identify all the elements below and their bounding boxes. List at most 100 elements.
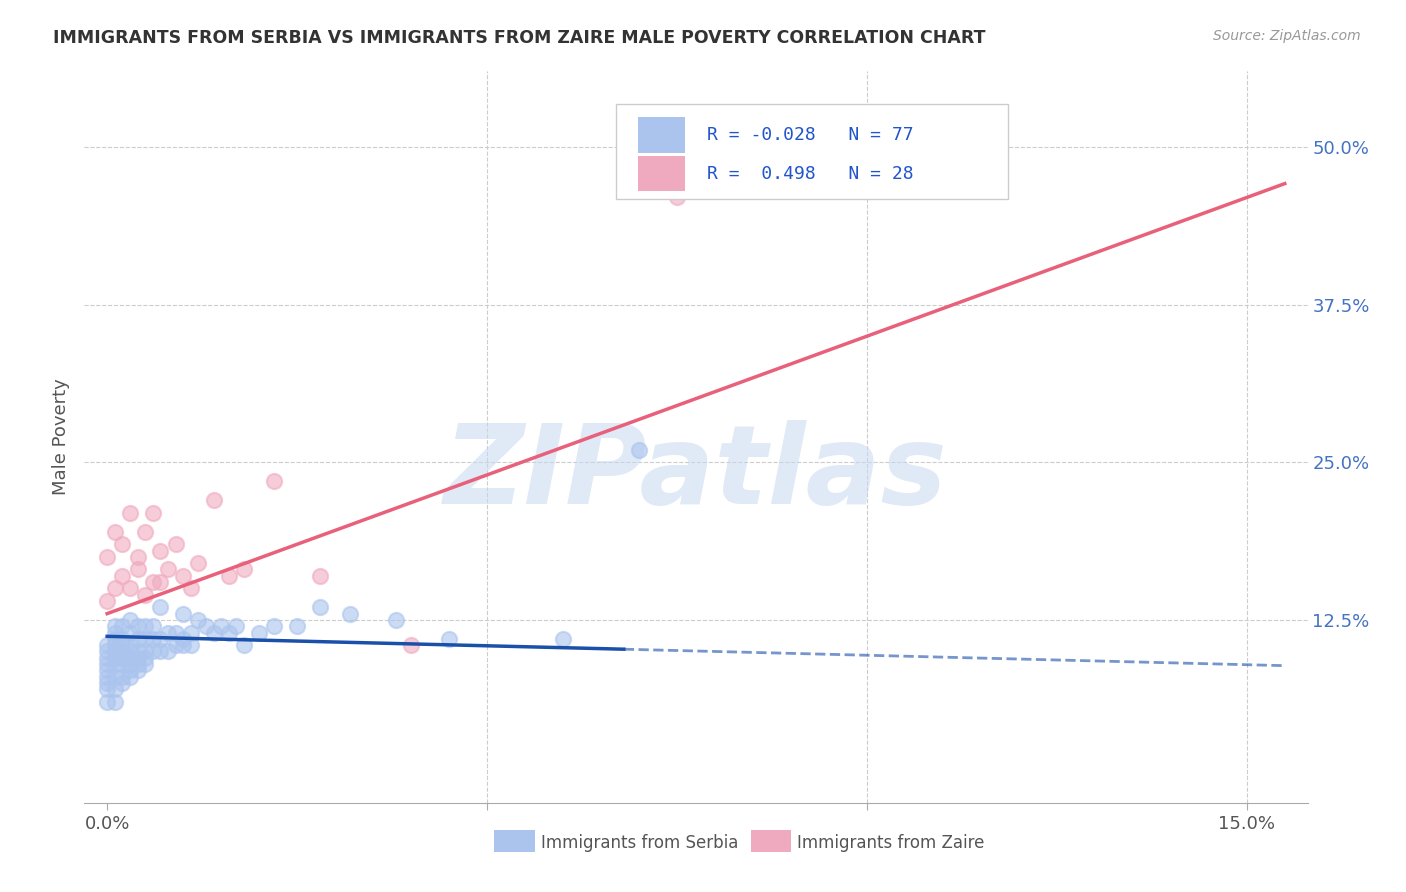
Point (149, 600, 172, 615)
Point (172, 607, 194, 621)
Point (165, 638, 187, 652)
Y-axis label: Male Poverty: Male Poverty (52, 379, 70, 495)
Point (399, 638, 422, 652)
Point (111, 676, 134, 690)
Point (172, 632, 194, 646)
Point (202, 493, 225, 508)
Point (142, 506, 165, 520)
Point (104, 524, 127, 539)
Point (156, 644, 179, 658)
FancyBboxPatch shape (616, 104, 1008, 200)
Point (96, 670, 118, 684)
Point (218, 625, 240, 640)
Point (187, 556, 209, 570)
Point (104, 638, 127, 652)
Point (96, 657, 118, 671)
Point (118, 638, 141, 652)
Point (149, 575, 172, 590)
Point (96, 664, 118, 678)
Point (104, 644, 127, 658)
Point (142, 575, 165, 590)
Point (96, 644, 118, 658)
Point (437, 632, 460, 646)
Point (285, 619, 308, 633)
Point (111, 650, 134, 665)
Point (111, 657, 134, 671)
Point (134, 644, 156, 658)
Point (247, 625, 270, 640)
Point (96, 695, 118, 709)
Point (134, 632, 156, 646)
Point (96, 638, 118, 652)
FancyBboxPatch shape (751, 830, 792, 852)
Point (127, 619, 149, 633)
Point (118, 613, 141, 627)
Point (134, 524, 156, 539)
Point (104, 625, 127, 640)
Point (104, 670, 127, 684)
Point (134, 650, 156, 665)
Text: Immigrants from Zaire: Immigrants from Zaire (797, 834, 984, 852)
Point (111, 619, 134, 633)
Point (118, 582, 141, 596)
Point (118, 670, 141, 684)
Point (134, 588, 156, 602)
Point (104, 695, 127, 709)
Point (111, 569, 134, 583)
Point (96, 676, 118, 690)
Point (118, 644, 141, 658)
Point (156, 625, 179, 640)
Point (309, 569, 332, 583)
Point (218, 569, 240, 583)
Point (202, 625, 225, 640)
Point (127, 644, 149, 658)
Point (134, 657, 156, 671)
Point (104, 632, 127, 646)
Point (118, 625, 141, 640)
Point (96, 650, 118, 665)
Point (127, 650, 149, 665)
Point (309, 600, 332, 615)
Point (665, 190, 688, 204)
Point (104, 619, 127, 633)
Point (118, 664, 141, 678)
Point (551, 632, 574, 646)
Point (180, 638, 202, 652)
Point (172, 638, 194, 652)
FancyBboxPatch shape (638, 156, 685, 191)
Text: R =  0.498   N = 28: R = 0.498 N = 28 (707, 165, 914, 183)
Point (111, 670, 134, 684)
Point (104, 582, 127, 596)
Point (127, 664, 149, 678)
Point (118, 506, 141, 520)
Text: IMMIGRANTS FROM SERBIA VS IMMIGRANTS FROM ZAIRE MALE POVERTY CORRELATION CHART: IMMIGRANTS FROM SERBIA VS IMMIGRANTS FRO… (53, 29, 986, 46)
Point (209, 619, 232, 633)
Point (104, 650, 127, 665)
Point (225, 619, 247, 633)
Point (172, 569, 194, 583)
Point (127, 549, 149, 564)
Point (232, 562, 254, 576)
Text: R = -0.028   N = 77: R = -0.028 N = 77 (707, 126, 914, 144)
Point (232, 638, 254, 652)
Point (96, 682, 118, 697)
Point (263, 474, 285, 488)
Point (111, 632, 134, 646)
Point (627, 442, 650, 457)
Point (96, 594, 118, 608)
Point (156, 562, 179, 576)
Point (127, 632, 149, 646)
Text: ZIPatlas: ZIPatlas (444, 420, 948, 527)
Point (134, 619, 156, 633)
Text: Source: ZipAtlas.com: Source: ZipAtlas.com (1213, 29, 1361, 43)
Point (142, 632, 165, 646)
Point (96, 549, 118, 564)
Point (142, 644, 165, 658)
Point (127, 657, 149, 671)
Point (165, 537, 187, 551)
Point (111, 537, 134, 551)
Point (339, 607, 361, 621)
Point (149, 644, 172, 658)
Point (149, 632, 172, 646)
Point (165, 625, 187, 640)
